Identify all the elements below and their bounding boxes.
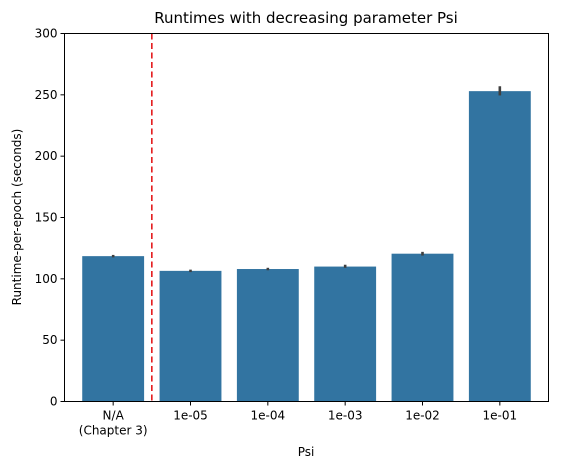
- x-tick-label-0: N/A (Chapter 3): [79, 409, 148, 438]
- x-tick-label-line: 1e-03: [328, 409, 363, 423]
- y-axis-label: Runtime-per-epoch (seconds): [10, 129, 24, 306]
- x-tick-label-line: (Chapter 3): [79, 424, 148, 438]
- bar-2: [236, 269, 299, 402]
- x-tick-label-1: 1e-05: [173, 409, 208, 423]
- x-tick-label-3: 1e-03: [328, 409, 363, 423]
- x-tick-label-line: 1e-01: [483, 409, 518, 423]
- x-tick-label-line: 1e-04: [251, 409, 286, 423]
- x-tick-label-line: 1e-05: [173, 409, 208, 423]
- x-tick-label-4: 1e-02: [405, 409, 440, 423]
- y-tick-label-3: 150: [35, 211, 58, 225]
- y-tick-label-2: 100: [35, 272, 58, 286]
- bar-1: [159, 270, 222, 402]
- bar-4: [391, 253, 454, 402]
- x-tick-label-2: 1e-04: [251, 409, 286, 423]
- x-tick-label-line: 1e-02: [405, 409, 440, 423]
- y-tick-label-4: 200: [35, 149, 58, 163]
- bar-0: [82, 256, 145, 402]
- x-tick-label-line: N/A: [103, 409, 125, 423]
- axes-frame: [64, 33, 549, 402]
- y-tick-label-5: 250: [35, 88, 58, 102]
- bar-3: [314, 266, 377, 402]
- y-tick-label-6: 300: [35, 27, 58, 41]
- y-tick-label-1: 50: [42, 333, 57, 347]
- plot-area: 0 50 100 150 200 250 300 N/A (Chapter 3) 1e-05 1e-…: [35, 27, 531, 438]
- y-tick-label-0: 0: [50, 395, 58, 409]
- chart-title: Runtimes with decreasing parameter Psi: [154, 9, 458, 27]
- x-tick-label-5: 1e-01: [483, 409, 518, 423]
- x-axis-label: Psi: [298, 445, 315, 459]
- bar-5: [468, 91, 531, 402]
